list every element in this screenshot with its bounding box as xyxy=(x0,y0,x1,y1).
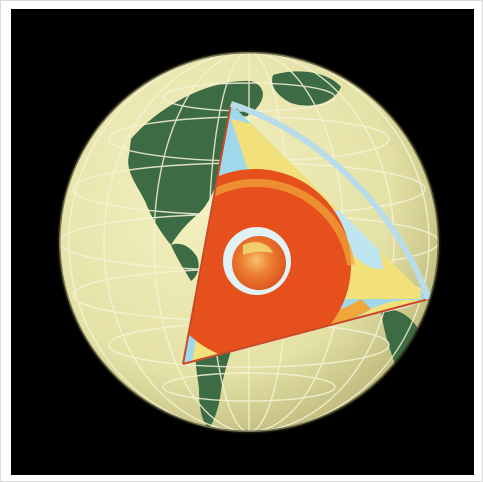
earth-cutaway-illustration xyxy=(57,50,441,434)
inner-core-highlight xyxy=(243,242,273,255)
earth-cutaway-photo xyxy=(11,9,474,475)
cutaway-edges xyxy=(182,103,430,365)
globe-limb xyxy=(57,50,441,434)
central-america-landmass xyxy=(171,243,199,281)
crust-rim xyxy=(230,101,432,301)
core-boundary-glow xyxy=(183,178,355,266)
mantle-cool-lobe xyxy=(331,209,383,270)
